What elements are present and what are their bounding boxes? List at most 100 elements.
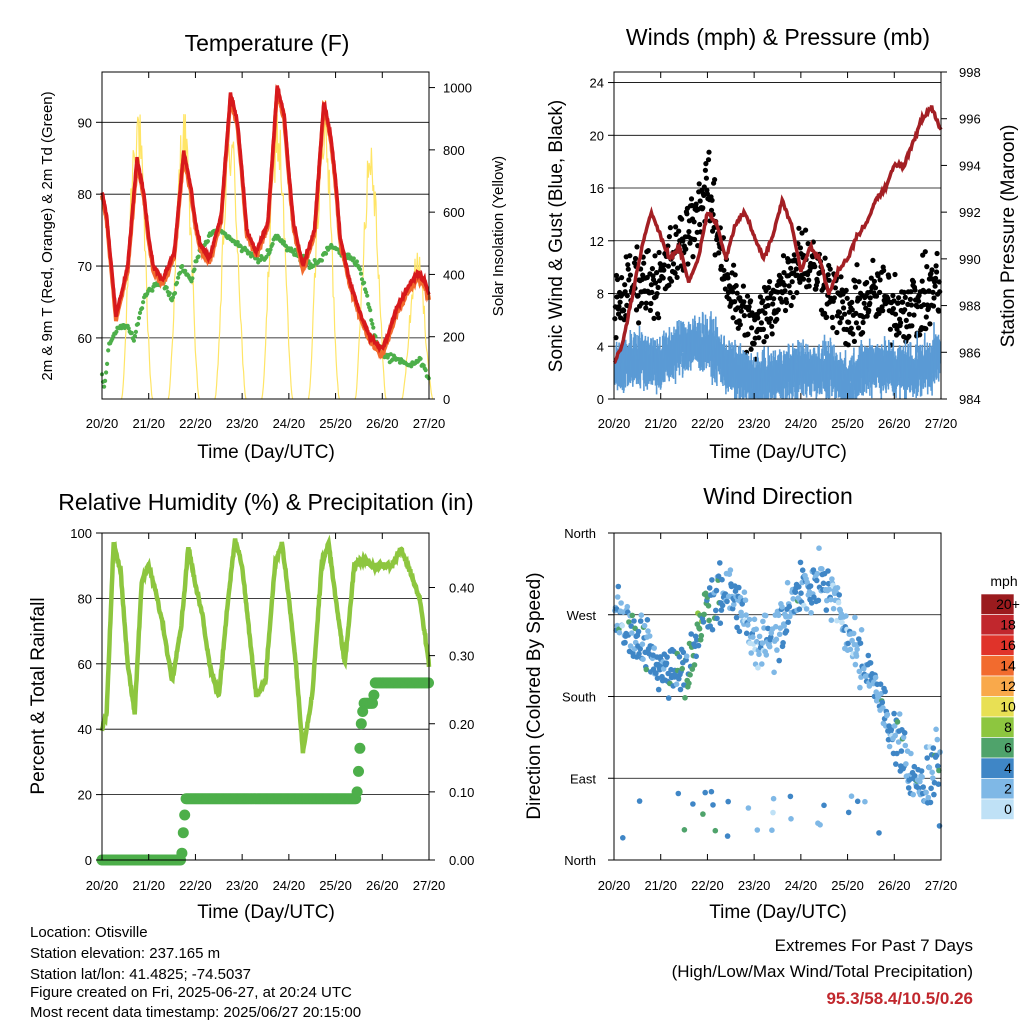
direction-point: [686, 680, 692, 687]
gust-point: [634, 244, 640, 250]
gust-point: [661, 262, 667, 268]
gust-point: [781, 282, 788, 288]
gust-point: [846, 319, 852, 325]
gust-point: [887, 326, 894, 332]
direction-point: [792, 589, 799, 595]
gust-point: [705, 157, 712, 163]
direction-point: [614, 594, 621, 600]
dewpoint-point: [183, 268, 188, 273]
direction-point: [808, 610, 814, 616]
direction-point: [820, 580, 827, 587]
direction-point: [680, 649, 687, 656]
gust-point: [892, 271, 898, 278]
dewpoint-point: [135, 321, 141, 327]
gust-point: [768, 316, 774, 322]
speed-colorbar: 20+ 18 16 14 12 10 8 6 4 2 0: [980, 593, 1020, 820]
gust-point: [692, 236, 698, 243]
direction-point: [927, 799, 934, 806]
gust-point: [890, 292, 896, 299]
dewpoint-series: [99, 227, 431, 389]
direction-point: [689, 666, 696, 672]
y-right-tick-label: 988: [959, 299, 981, 314]
direction-point: [636, 798, 643, 804]
gust-point: [864, 279, 870, 286]
gust-point: [656, 249, 662, 256]
gust-point: [769, 331, 775, 337]
direction-point: [616, 629, 623, 636]
direction-point: [796, 584, 802, 590]
gust-point: [907, 296, 914, 302]
direction-point: [879, 699, 886, 706]
extremes-subtitle: (High/Low/Max Wind/Total Precipitation): [672, 962, 973, 981]
gust-point: [912, 287, 918, 293]
gust-point: [691, 219, 697, 225]
gust-point: [881, 267, 887, 274]
colorbar-label: 10: [1000, 699, 1016, 715]
direction-point: [713, 607, 719, 614]
direction-point: [856, 636, 862, 642]
gust-point: [791, 252, 797, 258]
x-tick-label: 21/20: [644, 878, 677, 893]
direction-point: [854, 798, 861, 805]
gust-point: [838, 274, 844, 280]
gust-point: [643, 305, 649, 311]
gust-point: [647, 307, 654, 313]
gust-point: [712, 177, 718, 183]
gust-point: [641, 260, 647, 266]
direction-point: [857, 640, 864, 646]
gust-point: [919, 278, 925, 284]
gust-point: [700, 205, 706, 211]
gust-point: [762, 310, 768, 316]
direction-point: [718, 607, 725, 613]
direction-point: [788, 816, 794, 822]
direction-point: [894, 719, 901, 725]
x-tick-label: 26/20: [878, 878, 911, 893]
y-right-tick-label: 0.20: [449, 717, 474, 732]
direction-point: [682, 695, 688, 701]
gust-point: [696, 181, 702, 187]
y-right-tick-label: 200: [443, 330, 465, 345]
direction-point: [679, 665, 685, 672]
x-tick-label: 22/20: [691, 878, 724, 893]
direction-point: [690, 801, 696, 807]
gust-point: [826, 277, 832, 283]
gust-point: [654, 270, 660, 276]
gust-point: [697, 198, 703, 204]
gust-point: [902, 294, 908, 300]
direction-point: [675, 790, 682, 797]
x-tick-label: 22/20: [179, 416, 212, 431]
direction-point: [719, 602, 726, 609]
gust-point: [853, 310, 859, 316]
direction-point: [790, 596, 796, 602]
dewpoint-point: [176, 275, 181, 280]
direction-point: [776, 657, 782, 664]
gust-point: [615, 311, 622, 317]
direction-point: [753, 626, 759, 632]
direction-point: [816, 545, 822, 551]
gust-point: [614, 276, 621, 283]
direction-point: [706, 617, 712, 624]
direction-point: [639, 641, 646, 647]
direction-point: [766, 643, 773, 650]
direction-point: [653, 670, 659, 676]
gust-point: [794, 290, 800, 296]
precipitation-point: [179, 809, 191, 821]
gust-point: [702, 167, 709, 173]
gust-point: [901, 289, 907, 295]
direction-point: [930, 745, 937, 751]
direction-point: [811, 594, 817, 600]
y-right-tick-label: 0: [443, 392, 450, 407]
gust-point: [751, 340, 757, 347]
direction-point: [664, 654, 670, 660]
dewpoint-point: [140, 306, 145, 311]
direction-point: [709, 577, 715, 583]
temperature-ylabel-left: 2m & 9m T (Red, Orange) & 2m Td (Green): [39, 91, 56, 380]
gust-point: [797, 245, 804, 251]
dewpoint-point: [319, 258, 324, 263]
relative-humidity-series: [99, 534, 432, 754]
gust-point: [855, 325, 862, 331]
direction-point: [880, 705, 886, 711]
direction-point: [852, 614, 858, 621]
gust-point: [937, 289, 943, 295]
direction-point: [776, 631, 783, 638]
